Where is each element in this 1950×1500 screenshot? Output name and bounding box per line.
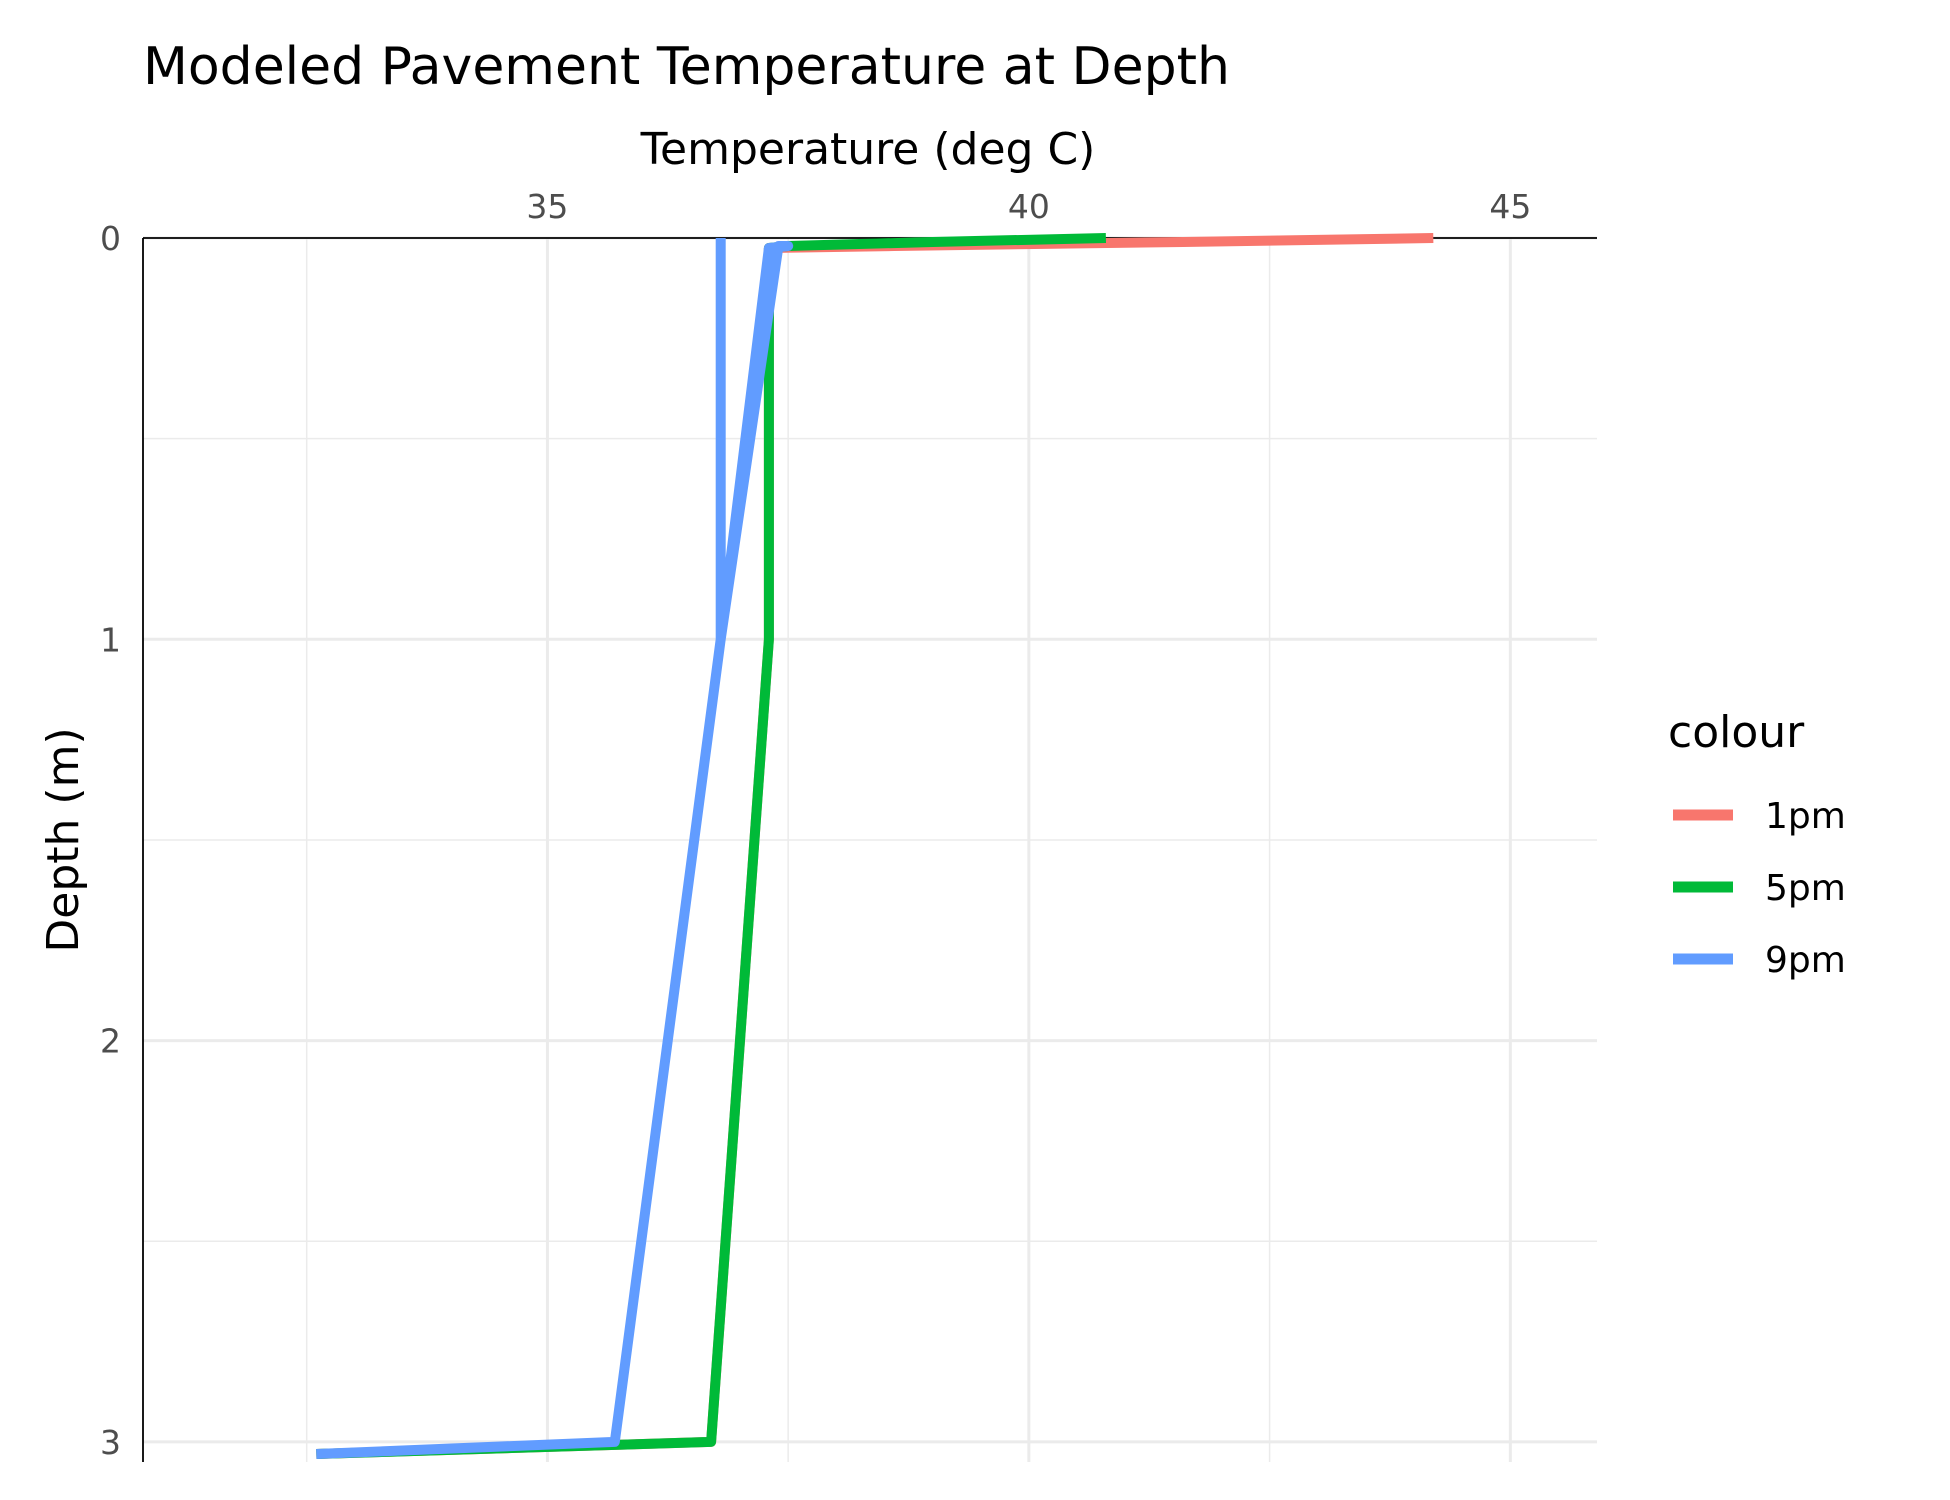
y-tick-label: 0: [100, 219, 121, 258]
legend-items: 1pm 5pm 9pm: [1673, 796, 1846, 981]
y-tick-labels: 0 1 2 3: [100, 219, 121, 1462]
x-tick-label: 45: [1489, 187, 1531, 226]
grid-lines: [143, 236, 1597, 1462]
y-tick-label: 1: [100, 620, 121, 659]
legend-label-1pm: 1pm: [1765, 796, 1846, 837]
legend-label-9pm: 9pm: [1765, 940, 1846, 981]
x-axis-title: Temperature (deg C): [640, 124, 1096, 175]
x-tick-label: 40: [1008, 187, 1050, 226]
series-line-1pm: [316, 233, 1434, 1459]
series-line-9pm: [316, 238, 794, 1459]
chart-title: Modeled Pavement Temperature at Depth: [143, 37, 1230, 97]
y-tick-label: 2: [100, 1022, 121, 1061]
x-tick-labels: 35 40 45: [526, 187, 1531, 226]
legend-title: colour: [1668, 707, 1805, 758]
x-tick-label: 35: [526, 187, 568, 226]
y-tick-label: 3: [100, 1423, 121, 1462]
legend: colour 1pm 5pm 9pm: [1668, 707, 1846, 981]
legend-label-5pm: 5pm: [1765, 868, 1846, 909]
y-axis-title: Depth (m): [38, 727, 89, 952]
axes: [142, 237, 1597, 1462]
series-line-5pm: [316, 233, 1107, 1459]
series-lines: [316, 233, 1434, 1459]
